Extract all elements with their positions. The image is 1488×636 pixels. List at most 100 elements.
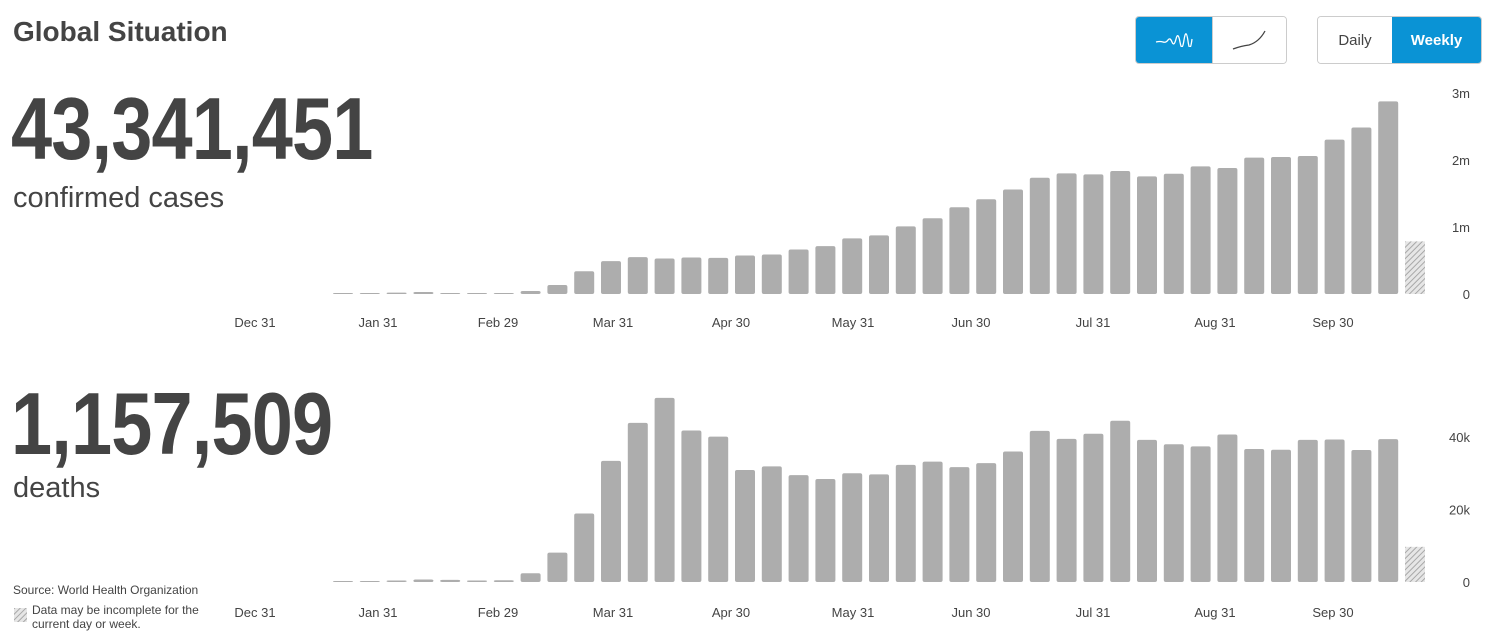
cases-bar[interactable] [333,293,353,294]
cases-bar[interactable] [547,284,568,294]
deaths-bar[interactable] [1244,448,1265,582]
cases-bar[interactable] [922,218,943,294]
deaths-bar[interactable] [681,430,702,582]
cases-x-tick-label: Apr 30 [712,315,750,330]
deaths-bar[interactable] [467,580,487,582]
deaths-bar[interactable] [1110,420,1131,582]
incomplete-data-note: Data may be incomplete for the current d… [32,603,199,631]
deaths-bar[interactable] [520,573,541,582]
deaths-bar[interactable] [922,461,943,582]
deaths-bar[interactable] [1324,439,1345,582]
cases-bar[interactable] [1324,139,1345,294]
cases-bar[interactable] [976,199,997,294]
cases-bar[interactable] [493,292,514,294]
cases-bar[interactable] [359,293,380,294]
deaths-bar[interactable] [413,579,434,582]
cases-bar[interactable] [413,291,434,294]
deaths-bar[interactable] [815,479,836,582]
cases-bar[interactable] [1351,127,1372,294]
cases-bar[interactable] [1163,173,1184,294]
cases-bar[interactable] [842,238,863,294]
deaths-bar[interactable] [627,422,648,582]
cases-bar[interactable] [681,257,702,294]
cases-y-tick-label: 3m [1452,86,1470,101]
cases-bar[interactable] [1003,189,1023,294]
cases-bar[interactable] [1297,155,1318,294]
deaths-bar[interactable] [1217,434,1238,582]
cases-bar[interactable] [1137,176,1157,294]
cumulative-trend-button[interactable] [1211,17,1286,63]
deaths-bar[interactable] [1378,439,1399,582]
deaths-bar[interactable] [708,436,729,582]
cases-bar[interactable] [788,249,809,294]
cases-bar[interactable] [601,261,621,294]
cases-bar[interactable] [869,235,889,294]
cases-bar[interactable] [708,257,729,294]
cases-bar[interactable] [1244,157,1265,294]
deaths-bar[interactable] [1056,438,1077,582]
deaths-x-tick-label: Feb 29 [478,605,518,620]
deaths-bar[interactable] [493,580,514,582]
deaths-bar[interactable] [333,581,353,582]
deaths-bar[interactable] [842,473,863,582]
cases-bar[interactable] [1271,156,1291,294]
deaths-bar[interactable] [869,474,889,582]
deaths-bar[interactable] [359,581,380,582]
deaths-x-tick-label: Jun 30 [951,605,990,620]
deaths-bar[interactable] [788,475,809,582]
period-toggle: Daily Weekly [1317,16,1482,64]
cases-bar[interactable] [735,255,755,294]
deaths-bar[interactable] [976,463,997,582]
cases-bar[interactable] [440,293,461,294]
deaths-bar[interactable] [735,469,755,582]
cases-x-tick-label: Jun 30 [951,315,990,330]
deaths-bar[interactable] [1137,439,1157,582]
deaths-bar[interactable] [1351,450,1372,582]
deaths-bar[interactable] [1029,430,1050,582]
cases-x-tick-label: Feb 29 [478,315,518,330]
cases-bar[interactable] [1217,168,1238,294]
deaths-bar[interactable] [386,580,407,582]
deaths-bar[interactable] [949,467,970,582]
cases-bar[interactable] [654,258,675,294]
cases-incomplete-bar[interactable] [1405,241,1425,294]
cases-bar[interactable] [1056,173,1077,294]
cases-x-tick-label: Jul 31 [1076,315,1111,330]
cases-bar[interactable] [386,292,407,294]
cases-bar[interactable] [467,293,487,294]
cases-bar[interactable] [1190,166,1211,294]
deaths-bar[interactable] [1190,446,1211,582]
deaths-bar[interactable] [1271,449,1291,582]
cases-bar[interactable] [761,254,782,294]
deaths-bar[interactable] [574,513,595,582]
deaths-bar[interactable] [654,397,675,582]
weekly-button[interactable]: Weekly [1392,17,1481,63]
cases-x-tick-label: May 31 [832,315,875,330]
deaths-bar[interactable] [1003,451,1023,583]
confirmed-cases-total: 43,341,451 [11,79,373,178]
deaths-incomplete-bar[interactable] [1405,546,1425,582]
wavy-line-icon [1155,33,1193,47]
cases-bar[interactable] [1378,101,1399,294]
deaths-x-tick-label: Sep 30 [1312,605,1353,620]
cases-bar[interactable] [520,290,541,294]
deaths-bar[interactable] [440,579,461,582]
cases-bar[interactable] [627,257,648,294]
deaths-bar[interactable] [1163,444,1184,582]
deaths-bar[interactable] [1297,439,1318,582]
cases-bar[interactable] [1110,171,1131,294]
deaths-bar[interactable] [1083,433,1104,582]
daily-trend-button[interactable] [1136,17,1212,63]
deaths-bar[interactable] [895,464,916,582]
cases-bar[interactable] [895,226,916,294]
deaths-bar[interactable] [601,460,621,582]
cases-bar[interactable] [949,207,970,294]
cases-bar[interactable] [574,271,595,294]
deaths-bar[interactable] [761,466,782,582]
daily-button[interactable]: Daily [1318,17,1392,63]
cases-bar[interactable] [1083,174,1104,294]
deaths-bar[interactable] [547,552,568,582]
cases-bar[interactable] [1029,177,1050,294]
cases-bar[interactable] [815,246,836,294]
cases-x-tick-label: Dec 31 [234,315,275,330]
